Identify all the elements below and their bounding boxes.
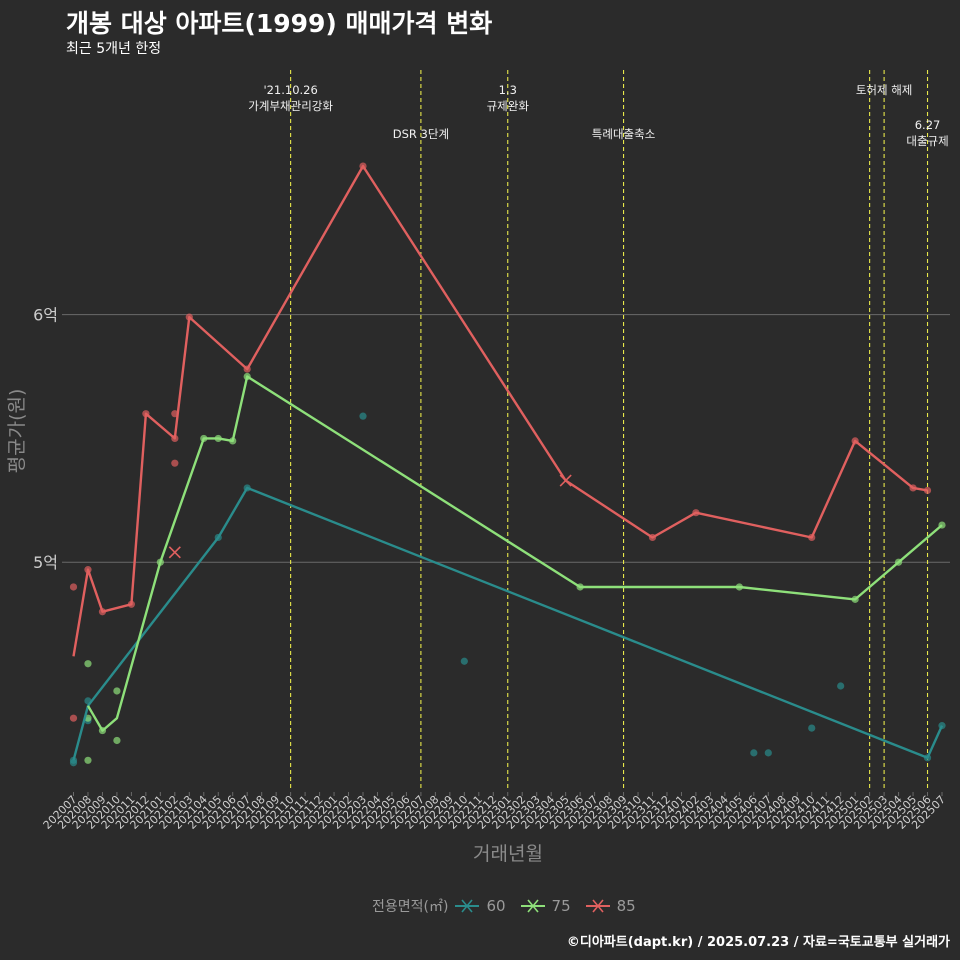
- chart-title: 개봉 대상 아파트(1999) 매매가격 변화: [66, 9, 493, 38]
- event-label: 1.3 규제완화: [487, 83, 530, 113]
- legend-item-75: 75: [520, 897, 571, 915]
- x-axis-label: 거래년월: [473, 843, 543, 865]
- legend: 전용면적(㎡) 60 75 85: [372, 896, 644, 916]
- event-label: '21.10.26 가계부채관리강화: [248, 83, 333, 113]
- legend-title: 전용면적(㎡): [372, 899, 449, 915]
- event-label: 특례대출축소: [592, 127, 655, 141]
- data-point-75: [84, 756, 92, 764]
- data-point-60: [750, 749, 758, 757]
- data-point-75: [113, 687, 121, 695]
- x-tick-labels: 2020072020082020092020102020112020122021…: [41, 792, 948, 832]
- data-point-60: [460, 657, 468, 665]
- data-point-60: [808, 724, 816, 732]
- data-point-60: [359, 412, 367, 420]
- chart-subtitle: 최근 5개년 한정: [66, 41, 162, 57]
- legend-label-75: 75: [551, 897, 571, 915]
- legend-label-85: 85: [616, 897, 636, 915]
- series-lines: [72, 164, 944, 761]
- data-point-60: [764, 749, 772, 757]
- y-tick-labels: 5억 6억: [33, 306, 58, 573]
- legend-key-60-icon: [455, 899, 480, 913]
- data-point-75: [84, 660, 92, 668]
- series-line-75: [86, 375, 943, 732]
- series-line-60: [72, 486, 944, 761]
- data-point-85: [923, 486, 932, 495]
- legend-item-85: 85: [585, 897, 636, 915]
- legend-key-85-icon: [585, 899, 610, 913]
- data-point-85: [69, 714, 78, 722]
- legend-item-60: 60: [454, 897, 506, 915]
- data-point-60: [837, 682, 845, 690]
- y-tick-label: 5억: [33, 553, 58, 572]
- cancelled-mark-85: [168, 546, 181, 559]
- data-point-75: [113, 736, 121, 745]
- y-tick-label: 6억: [33, 306, 58, 325]
- event-label: 6.27 대출규제: [906, 118, 948, 148]
- event-label: 토허제 해제: [856, 83, 913, 97]
- data-point-85: [171, 459, 179, 467]
- event-label: DSR 3단계: [393, 127, 449, 141]
- source-caption: ©디아파트(dapt.kr) / 2025.07.23 / 자료=국토교통부 실…: [566, 935, 950, 950]
- y-axis-label: 평균가(원): [6, 389, 28, 474]
- legend-key-75-icon: [520, 899, 545, 913]
- data-point-85: [69, 583, 78, 591]
- legend-label-60: 60: [486, 897, 506, 915]
- series-line-85: [72, 164, 928, 657]
